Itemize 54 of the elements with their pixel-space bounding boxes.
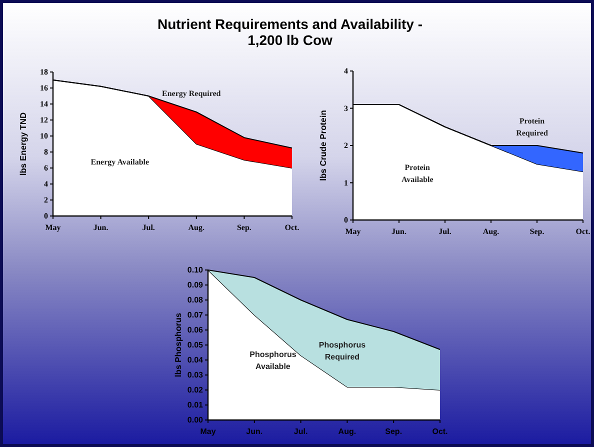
- chart-title: Nutrient Requirements and Availability - 1,200 lb Cow: [157, 16, 423, 48]
- y-tick-label: 2: [344, 141, 348, 150]
- y-tick-label: 1: [344, 178, 348, 188]
- y-tick-label: 0.03: [187, 370, 204, 380]
- x-tick-label: Jul.: [294, 427, 308, 436]
- x-tick-label: Jul.: [438, 227, 452, 236]
- y-tick-label: 18: [40, 68, 48, 77]
- y-tick-label: 0.02: [187, 386, 204, 395]
- x-tick-label: Jun.: [93, 223, 108, 232]
- x-tick-label: Oct.: [284, 223, 300, 232]
- y-tick-label: 4: [44, 180, 48, 189]
- y-tick-label: 0.05: [187, 340, 204, 350]
- series-label: Protein Required: [516, 116, 548, 138]
- x-tick-label: Oct.: [432, 427, 448, 436]
- x-tick-label: Oct.: [576, 227, 590, 236]
- y-tick-label: 12: [40, 116, 48, 125]
- x-tick-label: Aug.: [338, 427, 356, 436]
- y-tick-label: 0.01: [187, 400, 204, 410]
- y-tick-label: 2: [44, 196, 48, 205]
- y-tick-label: 0.08: [187, 296, 204, 305]
- x-tick-label: Aug.: [482, 227, 500, 236]
- series-label: Phosphorus Required: [318, 340, 366, 362]
- x-tick-label: Jun.: [246, 427, 263, 436]
- y-axis-title: lbs Energy TND: [18, 112, 28, 176]
- y-tick-label: 6: [44, 164, 48, 173]
- y-tick-label: 0.00: [187, 416, 204, 425]
- x-tick-label: Aug.: [188, 223, 205, 232]
- x-tick-label: Jul.: [142, 223, 155, 232]
- y-tick-label: 8: [44, 148, 48, 157]
- series-label: Phosphorus Available: [250, 350, 297, 371]
- x-tick-label: Jun.: [392, 227, 406, 236]
- series-label: Energy Available: [90, 157, 150, 166]
- y-axis-title: lbs Phosphorus: [173, 312, 183, 378]
- y-tick-label: 14: [40, 100, 48, 109]
- y-tick-label: 0: [44, 212, 48, 221]
- y-tick-label: 0.10: [187, 266, 204, 275]
- y-tick-label: 0.09: [187, 280, 204, 290]
- y-tick-label: 0: [344, 216, 348, 225]
- x-tick-label: May: [200, 427, 216, 436]
- y-tick-label: 16: [40, 84, 48, 93]
- series-label: Protein Available: [401, 163, 434, 184]
- y-tick-label: 3: [344, 104, 348, 113]
- x-tick-label: May: [45, 223, 61, 232]
- y-tick-label: 0.04: [187, 356, 204, 365]
- x-tick-label: Sep.: [385, 427, 402, 436]
- y-tick-label: 4: [344, 66, 348, 76]
- y-tick-label: 10: [40, 132, 48, 141]
- series-label: Energy Required: [162, 89, 222, 98]
- y-axis-title: lbs Crude Protein: [318, 110, 328, 181]
- x-tick-label: Sep.: [530, 227, 544, 236]
- y-tick-label: 0.07: [187, 310, 204, 320]
- x-tick-label: Sep.: [236, 223, 252, 232]
- y-tick-label: 0.06: [187, 326, 204, 335]
- x-tick-label: May: [345, 227, 361, 236]
